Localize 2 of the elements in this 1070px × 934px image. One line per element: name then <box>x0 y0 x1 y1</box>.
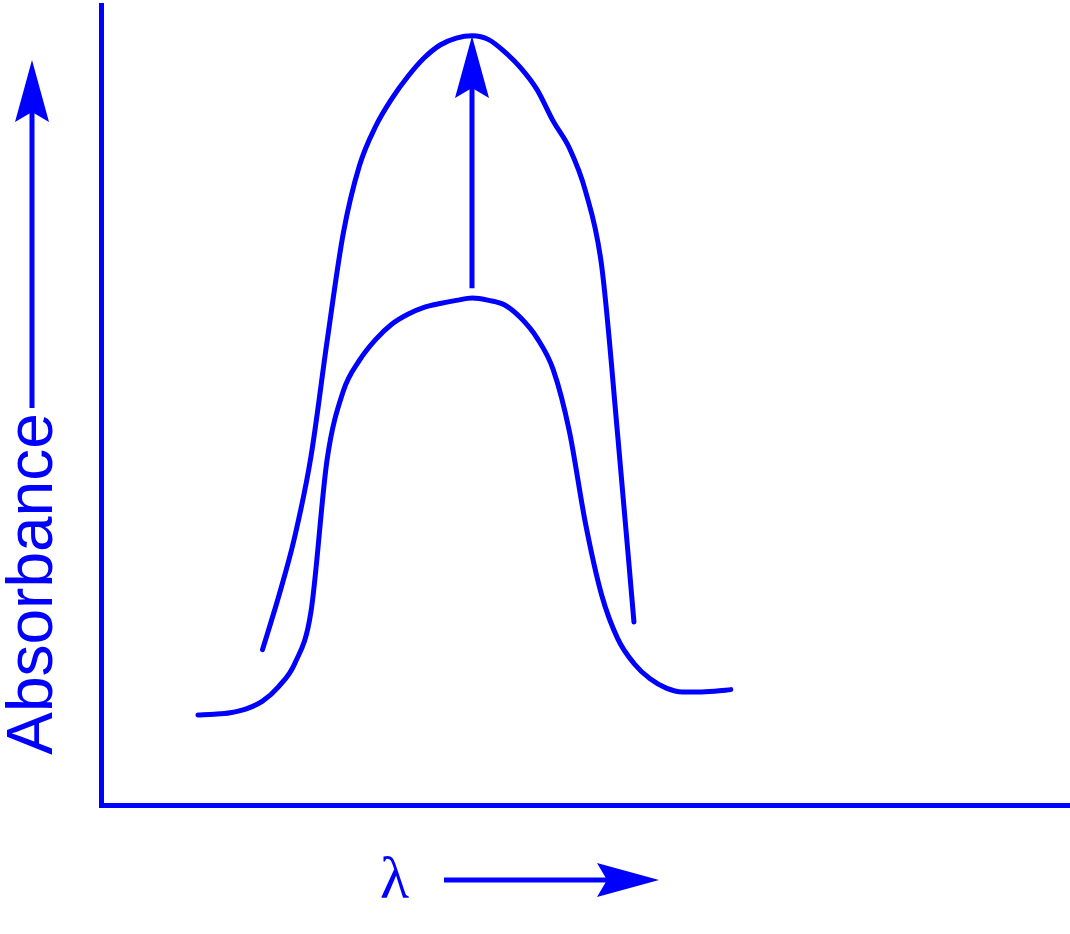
x-axis-title: λ <box>380 845 410 911</box>
y-axis-title: Absorbance <box>0 413 66 755</box>
